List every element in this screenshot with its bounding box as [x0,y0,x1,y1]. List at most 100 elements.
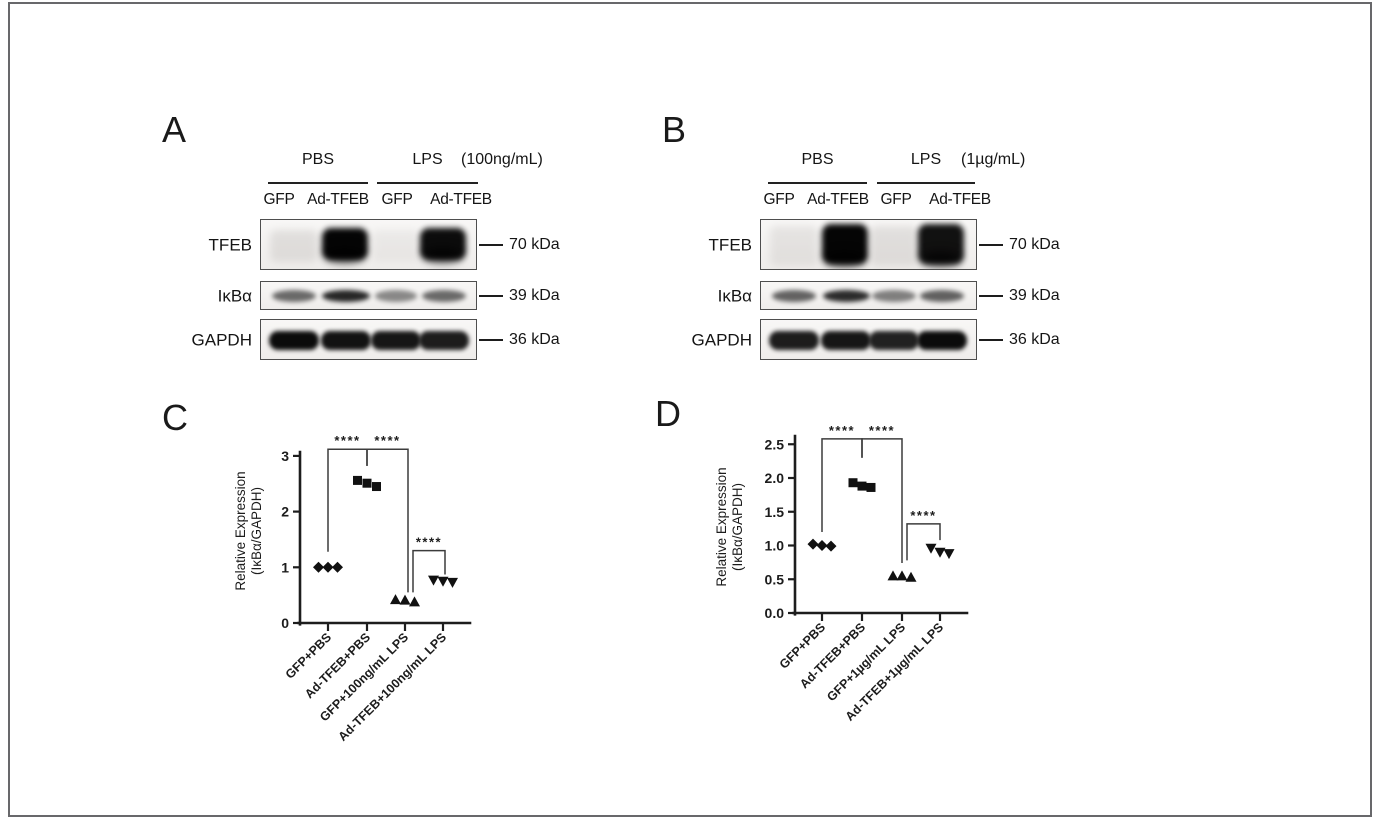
data-point [866,482,876,492]
mw-label: 70 kDa [1009,235,1060,253]
blot-box-GAPDH [760,319,977,360]
band-smear [325,247,364,262]
data-point [409,596,420,607]
mw-tick [979,338,1003,341]
panel-label-c: C [162,397,188,438]
mw-tick [479,338,503,341]
protein-band [869,331,919,350]
protein-band [374,289,418,302]
significance-bracket [412,549,446,593]
protein-band [769,331,819,350]
band-smear [921,251,960,266]
data-point [896,570,908,581]
protein-band [268,228,320,264]
protein-band [872,289,916,302]
protein-label: IκBα [217,286,252,305]
mw-label: 39 kDa [509,286,560,304]
mw-label: 36 kDa [1009,330,1060,348]
group-underline [768,182,867,184]
data-point [943,549,955,560]
protein-band [868,224,920,268]
data-point [437,576,449,587]
mw-tick [479,294,503,297]
protein-label: TFEB [708,235,752,254]
treatment-group-label: LPS [910,151,942,168]
data-point [447,577,458,588]
significance-stars: **** [829,423,855,438]
dose-label: (100ng/mL) [461,151,543,168]
protein-band [771,289,817,302]
figure-border [8,2,1372,817]
band-smear [825,251,864,266]
protein-band [371,331,421,350]
lane-label: Ad-TFEB [807,191,869,208]
panel-label-d: D [655,393,681,434]
protein-label: GAPDH [691,330,752,349]
protein-band [421,289,467,302]
blot-box-TFEB [260,219,477,270]
data-point [428,575,439,586]
data-point [332,561,343,573]
data-point [905,571,917,582]
chart-svg-D: 0.00.51.01.52.02.5GFP+PBSAd-TFEB+PBSGFP+… [714,423,969,724]
blot-box-IκBα [760,281,977,310]
protein-band [370,228,422,264]
lane-label: Ad-TFEB [307,191,369,208]
data-point [390,594,401,605]
significance-bracket [906,523,941,561]
protein-band [768,224,820,268]
data-point [372,482,381,492]
treatment-group-label: LPS [412,151,443,168]
significance-bracket [366,448,409,593]
significance-stars: **** [334,433,360,448]
protein-band [271,289,317,302]
protein-band [821,331,871,350]
protein-band [322,289,370,302]
data-point [322,561,334,573]
lane-label: GFP [381,191,413,208]
data-point [399,594,411,605]
data-point [353,475,362,485]
group-underline [877,182,975,184]
y-tick-label: 1 [281,559,289,575]
dose-label: (1µg/mL) [961,151,1026,168]
band-smear [423,247,462,262]
protein-band [820,223,872,268]
y-axis-title: Relative Expression [714,467,729,586]
blot-box-TFEB [760,219,977,270]
data-point [857,481,867,491]
band-faint [770,225,818,266]
y-tick-label: 2.5 [765,436,785,452]
group-underline [268,182,368,184]
lane-label: GFP [263,191,295,208]
protein-label: TFEB [208,235,252,254]
mw-tick [979,294,1003,297]
data-point [925,543,937,554]
band-faint [870,225,918,266]
significance-stars: **** [416,535,442,550]
protein-band [321,331,371,350]
protein-band [822,289,870,302]
y-tick-label: 0.0 [765,605,785,621]
significance-bracket [327,448,368,552]
protein-band [919,289,965,302]
data-point [848,478,858,488]
y-tick-label: 3 [281,448,289,464]
protein-band [916,223,968,268]
mw-tick [479,243,503,246]
blot-box-IκBα [260,281,477,310]
protein-label: GAPDH [191,330,252,349]
lane-label: GFP [763,191,795,208]
protein-band [419,331,469,350]
lane-label: GFP [880,191,912,208]
protein-label: IκBα [717,286,752,305]
protein-band [269,331,319,350]
y-tick-label: 2.0 [765,470,785,486]
significance-bracket [861,438,903,564]
data-point [934,547,946,558]
blot-box-GAPDH [260,319,477,360]
y-tick-label: 0 [281,615,289,631]
treatment-group-label: PBS [301,151,334,168]
data-point [807,538,819,550]
band-faint [372,229,420,262]
